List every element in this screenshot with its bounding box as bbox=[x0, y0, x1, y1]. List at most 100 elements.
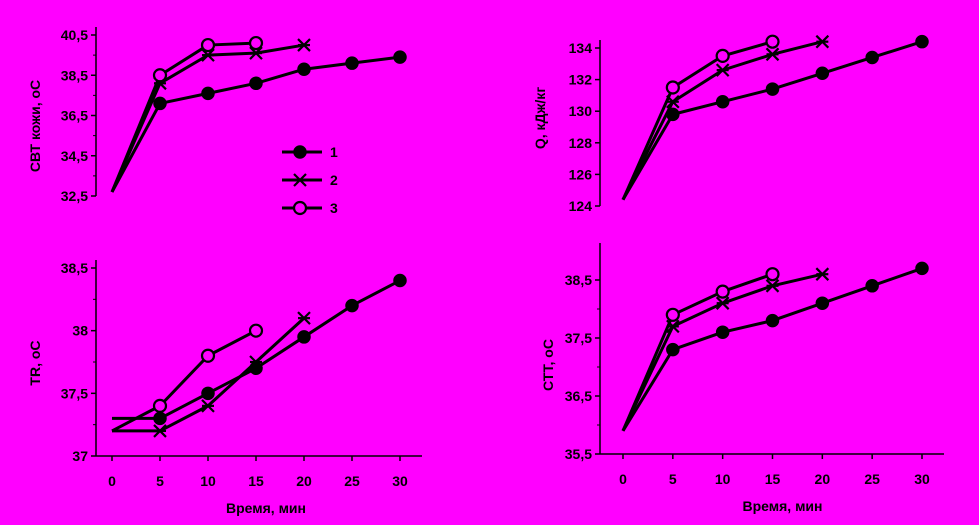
series-1 bbox=[621, 34, 929, 201]
y-tick-label: 38,5 bbox=[61, 260, 88, 276]
data-point bbox=[865, 279, 879, 293]
data-point bbox=[715, 94, 730, 109]
data-point bbox=[715, 63, 730, 77]
data-point bbox=[249, 46, 263, 60]
data-point bbox=[666, 342, 680, 357]
data-point bbox=[152, 68, 168, 83]
series-1 bbox=[110, 50, 407, 193]
chart-panel-2: 124 126 128 130 132 134 Q, кДж/кг bbox=[532, 34, 929, 214]
y-tick-label: 37,5 bbox=[565, 330, 592, 346]
data-point bbox=[297, 38, 311, 52]
data-point bbox=[393, 50, 407, 64]
series-2 bbox=[112, 311, 311, 438]
y-tick-label: 37,5 bbox=[61, 385, 88, 401]
x-tick-label: 20 bbox=[815, 471, 831, 487]
y-tick-label: 38 bbox=[72, 323, 88, 339]
data-point bbox=[153, 96, 167, 111]
x-tick-label: 10 bbox=[200, 473, 216, 489]
series-3 bbox=[111, 323, 264, 433]
data-point bbox=[765, 34, 780, 49]
data-point bbox=[297, 311, 311, 325]
y-tick-label: 34,5 bbox=[61, 148, 88, 164]
series-2 bbox=[621, 34, 830, 201]
data-point bbox=[201, 86, 215, 101]
series-line bbox=[111, 329, 257, 433]
x-tick-label: 5 bbox=[669, 471, 677, 487]
data-point bbox=[815, 66, 830, 81]
series-3 bbox=[621, 267, 780, 432]
legend-marker bbox=[293, 145, 307, 159]
legend: 1 2 3 bbox=[282, 144, 338, 216]
data-point bbox=[715, 48, 730, 64]
data-point bbox=[715, 325, 730, 339]
data-point bbox=[765, 279, 780, 293]
data-point bbox=[665, 307, 680, 322]
x-tick-label: 25 bbox=[864, 471, 880, 487]
data-point bbox=[201, 399, 215, 413]
series-line bbox=[621, 272, 773, 432]
series-1 bbox=[112, 273, 407, 426]
y-axis-label: TR, oC bbox=[27, 340, 43, 385]
data-point bbox=[345, 56, 359, 70]
x-tick-label: 25 bbox=[344, 473, 360, 489]
series-line bbox=[112, 317, 306, 433]
data-point bbox=[865, 50, 879, 65]
legend-label: 2 bbox=[330, 172, 338, 188]
x-axis-label: Время, мин bbox=[743, 498, 823, 514]
y-tick-label: 35,5 bbox=[565, 446, 592, 462]
series-line bbox=[621, 40, 773, 201]
y-axis-label: СВТ кожи, оС bbox=[27, 80, 43, 172]
series-line bbox=[621, 40, 823, 201]
y-tick-label: 126 bbox=[569, 166, 593, 182]
y-tick-label: 132 bbox=[569, 72, 593, 88]
chart-panel-3: 37 37,5 38 38,5 TR, oC 0 5 10 15 20 25 30 Время, мин bbox=[27, 260, 422, 516]
data-point bbox=[765, 267, 780, 282]
data-point bbox=[915, 34, 929, 49]
data-point bbox=[297, 330, 311, 344]
x-tick-label: 30 bbox=[914, 471, 930, 487]
x-tick-label: 15 bbox=[248, 473, 264, 489]
data-point bbox=[715, 296, 730, 310]
y-axis-label: СТТ, оС bbox=[540, 339, 556, 391]
data-point bbox=[200, 37, 216, 53]
y-tick-label: 124 bbox=[569, 198, 593, 214]
series-3 bbox=[110, 35, 264, 193]
data-point bbox=[201, 48, 215, 62]
data-point bbox=[153, 411, 167, 426]
x-tick-label: 5 bbox=[156, 473, 164, 489]
x-tick-label: 0 bbox=[108, 473, 116, 489]
series-3 bbox=[621, 34, 780, 201]
series-2 bbox=[110, 38, 311, 193]
y-tick-label: 36,5 bbox=[61, 108, 88, 124]
data-point bbox=[248, 323, 264, 338]
y-tick-label: 134 bbox=[569, 40, 593, 56]
x-axis-label: Время, мин bbox=[226, 500, 306, 516]
legend-marker bbox=[292, 200, 308, 216]
y-tick-label: 36,5 bbox=[565, 388, 592, 404]
y-tick-label: 130 bbox=[569, 103, 593, 119]
data-point bbox=[393, 273, 407, 288]
y-axis-label: Q, кДж/кг bbox=[532, 87, 548, 149]
x-tick-label: 0 bbox=[619, 471, 627, 487]
data-point bbox=[815, 267, 830, 281]
data-point bbox=[297, 62, 311, 76]
data-point bbox=[249, 76, 263, 91]
data-point bbox=[915, 261, 929, 276]
data-point bbox=[248, 35, 264, 51]
x-tick-label: 10 bbox=[715, 471, 731, 487]
x-tick-label: 30 bbox=[392, 473, 408, 489]
y-tick-label: 37 bbox=[72, 448, 88, 464]
legend-marker bbox=[293, 173, 307, 187]
y-tick-label: 128 bbox=[569, 135, 593, 151]
legend-label: 3 bbox=[330, 200, 338, 216]
legend-label: 1 bbox=[330, 144, 338, 160]
chart-panel-4: 35,5 36,5 37,5 38,5 СТТ, оС 0 5 10 15 20 25 30 Время… bbox=[540, 243, 944, 514]
data-point bbox=[345, 298, 359, 313]
x-tick-label: 15 bbox=[765, 471, 781, 487]
y-tick-label: 38,5 bbox=[565, 272, 592, 288]
y-tick-label: 32,5 bbox=[61, 188, 88, 204]
data-point bbox=[765, 47, 780, 62]
chart-panel-1: 32,5 34,5 36,5 38,5 40,5 СВТ кожи, оС bbox=[27, 27, 407, 204]
data-point bbox=[153, 424, 167, 438]
